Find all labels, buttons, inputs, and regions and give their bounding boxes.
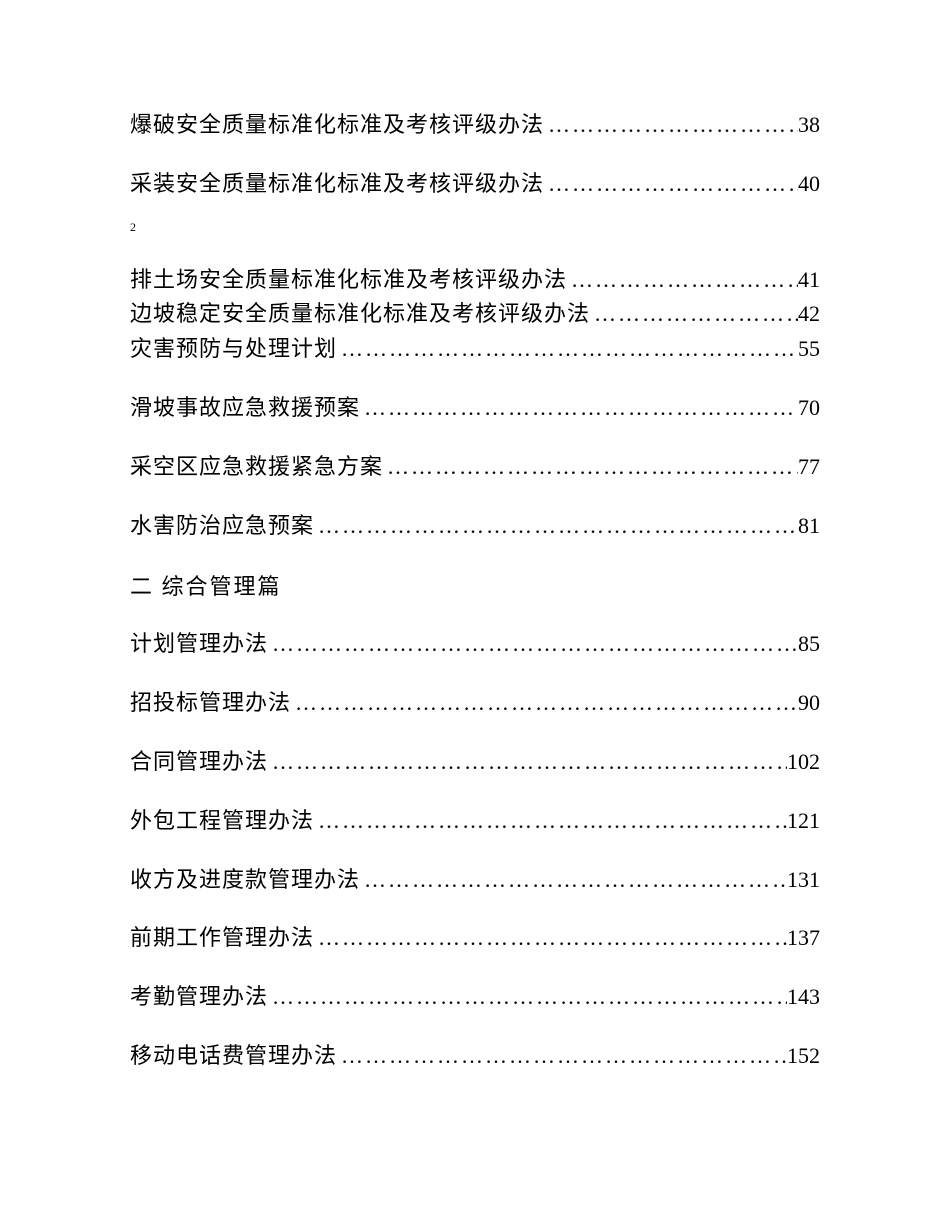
toc-title: 前期工作管理办法 [130,923,314,954]
toc-page: 143 [787,982,820,1013]
toc-dots: …………………………………………………………………… [337,1041,787,1072]
toc-dots: …………………………………………………………………… [337,334,798,365]
toc-entry: 计划管理办法…………………………………………………………………… 85 [130,629,820,660]
section-heading: 二 综合管理篇 [130,569,820,601]
toc-entry: 滑坡事故应急救援预案…………………………………………………………………… 70 [130,393,820,424]
toc-dots: …………………………………………………………………… [360,865,787,896]
toc-entry: 前期工作管理办法…………………………………………………………………… 137 [130,923,820,954]
toc-page: 77 [798,452,820,483]
toc-entry: 移动电话费管理办法…………………………………………………………………… 152 [130,1041,820,1072]
toc-entry: 排土场安全质量标准化标准及考核评级办法………………………………………………………… [130,265,820,296]
toc-dots: …………………………………………………………………… [268,747,787,778]
toc-title: 滑坡事故应急救援预案 [130,393,360,424]
toc-page: 121 [787,806,820,837]
toc-dots: …………………………………………………………………… [291,688,798,719]
toc-page: 81 [798,511,820,542]
toc-title: 计划管理办法 [130,629,268,660]
toc-group-section2: 计划管理办法…………………………………………………………………… 85招投标管理… [130,629,820,1071]
toc-dots: …………………………………………………………………… [590,299,798,330]
toc-entry: 外包工程管理办法…………………………………………………………………… 121 [130,806,820,837]
toc-title: 采空区应急救援紧急方案 [130,452,383,483]
toc-page: 70 [798,393,820,424]
page-marker: 2 [130,220,820,235]
toc-title: 爆破安全质量标准化标准及考核评级办法 [130,110,544,141]
toc-dots: …………………………………………………………………… [268,982,787,1013]
toc-entry: 收方及进度款管理办法…………………………………………………………………… 131 [130,865,820,896]
toc-title: 采装安全质量标准化标准及考核评级办法 [130,169,544,200]
toc-dots: …………………………………………………………………… [544,169,798,200]
toc-entry: 采空区应急救援紧急方案…………………………………………………………………… 77 [130,452,820,483]
toc-dots: …………………………………………………………………… [544,110,798,141]
toc-title: 外包工程管理办法 [130,806,314,837]
toc-dots: …………………………………………………………………… [314,511,798,542]
toc-page: 42 [798,299,820,330]
toc-title: 考勤管理办法 [130,982,268,1013]
toc-entry: 爆破安全质量标准化标准及考核评级办法…………………………………………………………… [130,110,820,141]
toc-title: 灾害预防与处理计划 [130,334,337,365]
toc-entry: 考勤管理办法…………………………………………………………………… 143 [130,982,820,1013]
toc-dots: …………………………………………………………………… [314,806,787,837]
toc-group-top: 爆破安全质量标准化标准及考核评级办法…………………………………………………………… [130,110,820,200]
toc-entry: 合同管理办法…………………………………………………………………… 102 [130,747,820,778]
toc-title: 合同管理办法 [130,747,268,778]
toc-page: 102 [787,747,820,778]
toc-page: 55 [798,334,820,365]
toc-group-2: 排土场安全质量标准化标准及考核评级办法………………………………………………………… [130,265,820,542]
toc-dots: …………………………………………………………………… [383,452,798,483]
toc-page: 41 [798,265,820,296]
toc-title: 边坡稳定安全质量标准化标准及考核评级办法 [130,299,590,330]
toc-container: 爆破安全质量标准化标准及考核评级办法…………………………………………………………… [130,110,820,1072]
toc-page: 38 [798,110,820,141]
toc-title: 收方及进度款管理办法 [130,865,360,896]
toc-dots: …………………………………………………………………… [314,923,787,954]
toc-dots: …………………………………………………………………… [268,629,798,660]
toc-page: 40 [798,169,820,200]
toc-entry: 招投标管理办法…………………………………………………………………… 90 [130,688,820,719]
toc-title: 水害防治应急预案 [130,511,314,542]
toc-entry: 采装安全质量标准化标准及考核评级办法…………………………………………………………… [130,169,820,200]
toc-page: 137 [787,923,820,954]
toc-page: 90 [798,688,820,719]
toc-entry: 水害防治应急预案…………………………………………………………………… 81 [130,511,820,542]
toc-page: 85 [798,629,820,660]
toc-entry: 边坡稳定安全质量标准化标准及考核评级办法……………………………………………………… [130,299,820,330]
toc-title: 招投标管理办法 [130,688,291,719]
toc-title: 排土场安全质量标准化标准及考核评级办法 [130,265,567,296]
toc-title: 移动电话费管理办法 [130,1041,337,1072]
toc-dots: …………………………………………………………………… [567,265,798,296]
toc-page: 131 [787,865,820,896]
toc-dots: …………………………………………………………………… [360,393,798,424]
toc-entry: 灾害预防与处理计划…………………………………………………………………… 55 [130,334,820,365]
toc-page: 152 [787,1041,820,1072]
